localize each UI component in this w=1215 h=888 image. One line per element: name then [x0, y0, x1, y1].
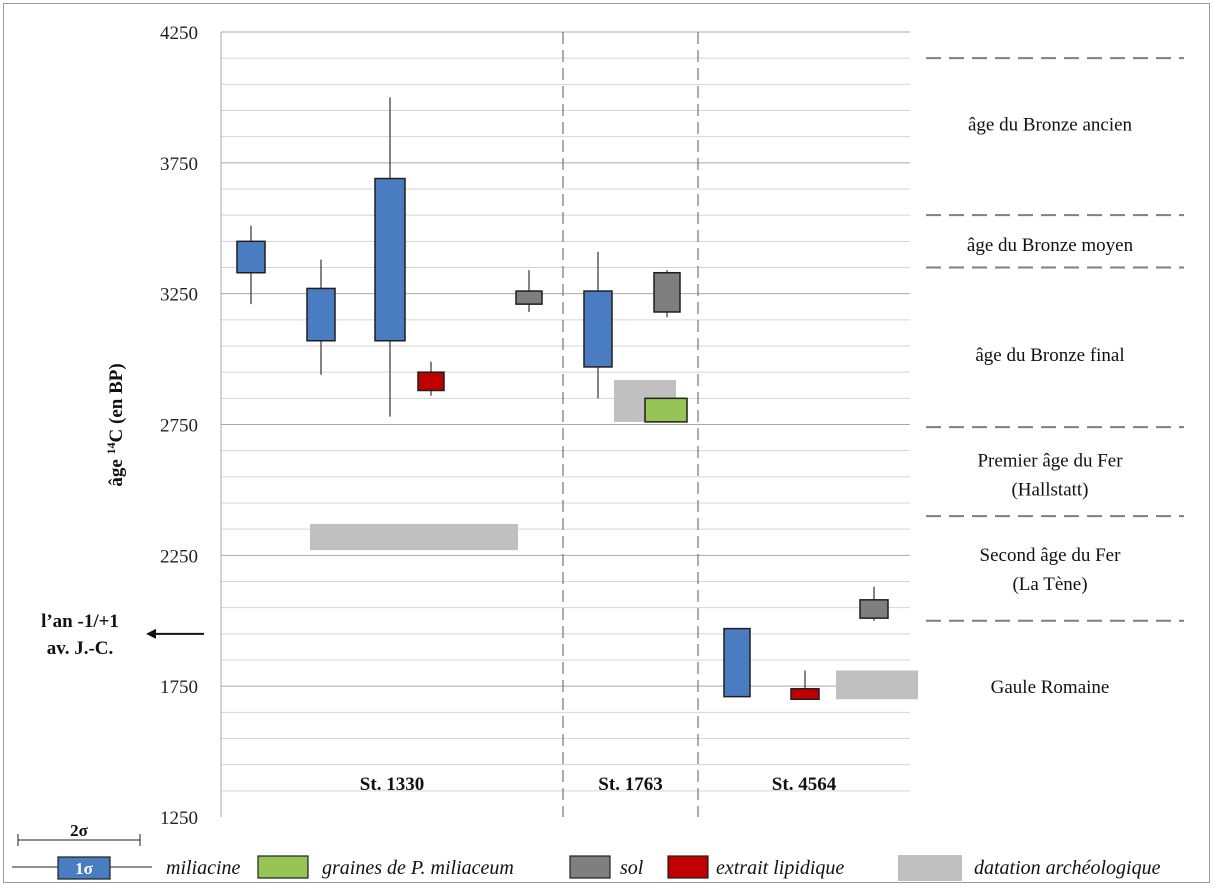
- period-label: âge du Bronze ancien: [968, 115, 1133, 136]
- grid: [220, 31, 910, 817]
- y-tick-label: 1750: [160, 677, 198, 698]
- box-1sigma: [790, 688, 820, 700]
- legend-lipidique: extrait lipidique: [716, 857, 844, 879]
- archaeological-dating-bar: [310, 523, 518, 551]
- archaeological-dating-bars: [310, 380, 918, 700]
- era-marker-line2: av. J.-C.: [47, 638, 114, 659]
- period-label: Second âge du Fer: [980, 545, 1122, 566]
- y-tick-label: 2250: [160, 546, 198, 567]
- legend-archeo: datation archéologique: [974, 857, 1161, 879]
- y-axis-ticks: 1250 1750 2250 2750 3250 3750 4250: [160, 23, 198, 829]
- sigma1-box: [57, 856, 111, 880]
- legend-swatch-archeo: [898, 855, 962, 881]
- legend-swatch-graines: [257, 855, 309, 879]
- legend-graines: graines de P. miliaceum: [322, 857, 514, 879]
- y-axis-label-prefix: âge: [106, 454, 127, 486]
- period-label: Gaule Romaine: [991, 677, 1110, 698]
- sigma1-label: 1σ: [75, 859, 94, 878]
- period-label: (Hallstatt): [1011, 480, 1088, 501]
- era-marker-line1: l’an -1/+1: [41, 611, 119, 632]
- legend-swatch-sol: [569, 855, 611, 879]
- period-label: âge du Bronze final: [975, 345, 1124, 366]
- period-labels: âge du Bronze ancien âge du Bronze moyen â…: [967, 115, 1134, 699]
- section-dividers: [562, 32, 699, 817]
- section-label: St. 1763: [598, 774, 662, 795]
- y-tick-label: 2750: [160, 416, 198, 437]
- y-tick-label: 3250: [160, 285, 198, 306]
- legend: 2σ 1σ miliacine graines de P. miliaceum …: [12, 821, 1161, 881]
- box-1sigma: [236, 240, 266, 274]
- y-tick-label: 1250: [160, 808, 198, 829]
- era-marker: l’an -1/+1 av. J.-C.: [41, 611, 204, 659]
- y-tick-label: 4250: [160, 23, 198, 44]
- legend-sol: sol: [620, 857, 644, 879]
- box-1sigma: [859, 599, 889, 619]
- box-1sigma: [374, 177, 406, 342]
- box-1sigma: [583, 290, 613, 368]
- box-1sigma: [417, 371, 445, 392]
- y-axis-label-suffix: C (en BP): [106, 363, 127, 442]
- legend-swatch-lipidique: [667, 855, 709, 879]
- section-label: St. 1330: [360, 774, 424, 795]
- period-boundaries: [926, 57, 1184, 622]
- period-label: (La Tène): [1012, 574, 1087, 595]
- box-1sigma: [723, 627, 751, 698]
- box-1sigma: [515, 290, 543, 305]
- era-arrow-head: [146, 628, 156, 639]
- box-1sigma: [644, 397, 688, 423]
- y-axis-label-sup: 14: [104, 442, 118, 454]
- sigma-key: 2σ 1σ: [12, 821, 152, 880]
- period-label: Premier âge du Fer: [977, 451, 1123, 472]
- y-axis-label: âge 14C (en BP): [104, 363, 127, 486]
- box-1sigma: [306, 287, 336, 342]
- box-1sigma: [653, 271, 681, 313]
- date-boxes: [236, 97, 889, 700]
- chart-frame: [3, 3, 1210, 883]
- y-tick-label: 3750: [160, 154, 198, 175]
- archaeological-dating-bar: [836, 670, 918, 700]
- sigma2-label: 2σ: [70, 821, 89, 840]
- era-arrow-icon: [146, 628, 204, 639]
- section-label: St. 4564: [772, 774, 837, 795]
- period-label: âge du Bronze moyen: [967, 235, 1134, 256]
- legend-miliacine: miliacine: [166, 857, 241, 879]
- section-labels: St. 1330 St. 1763 St. 4564: [360, 774, 837, 795]
